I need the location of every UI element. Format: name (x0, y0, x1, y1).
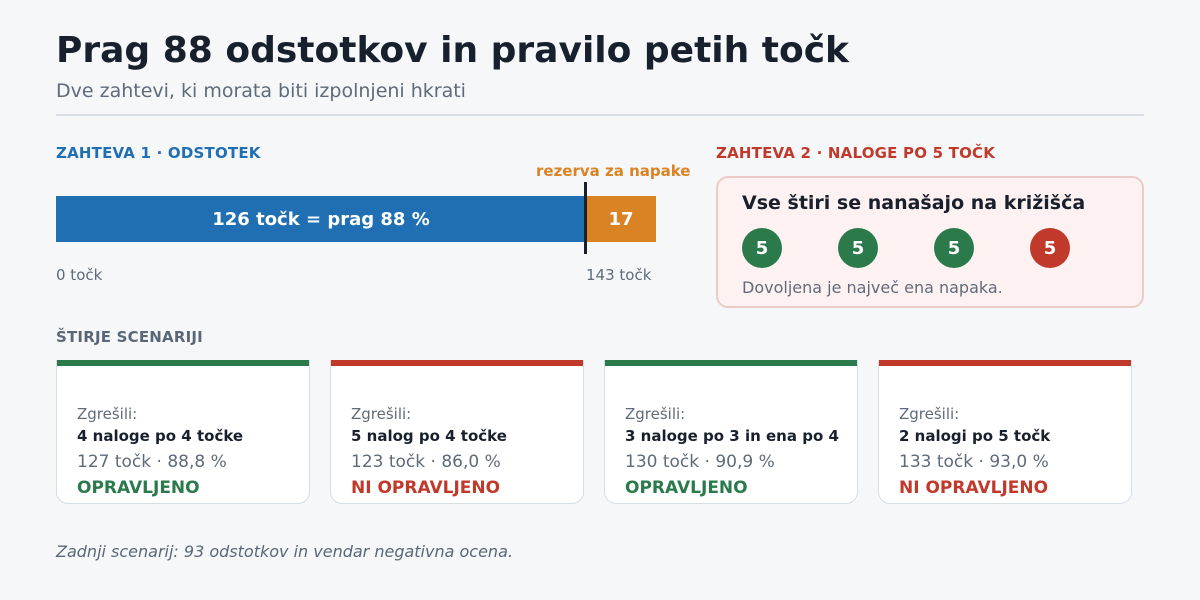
scenario-card-3: Zgrešili: 3 naloge po 3 in ena po 4 130 … (604, 360, 858, 504)
reserve-bar-value: 17 (608, 208, 634, 230)
scenario-missed-label: Zgrešili: (351, 405, 412, 423)
task-circle-3: 5 (934, 228, 974, 268)
requirement2-title: Vse štiri se nanašajo na križišča (742, 192, 1086, 214)
scenario-stripe (879, 360, 1131, 366)
scenario-missed: 5 nalog po 4 točke (351, 427, 507, 445)
task-circle-3-value: 5 (947, 237, 961, 259)
task-circles: 5 5 5 5 (742, 228, 1070, 268)
scenario-stripe (57, 360, 309, 366)
scenario-verdict: OPRAVLJENO (77, 478, 200, 498)
scenario-missed: 2 nalogi po 5 točk (899, 427, 1051, 445)
page-subtitle: Dve zahtevi, ki morata biti izpolnjeni h… (56, 80, 466, 102)
scenario-stats: 123 točk · 86,0 % (351, 452, 501, 472)
threshold-bar-label: 126 točk = prag 88 % (212, 208, 430, 230)
task-circle-2-value: 5 (851, 237, 865, 259)
task-circle-1-value: 5 (755, 237, 769, 259)
requirement1-label: ZAHTEVA 1 · ODSTOTEK (56, 144, 261, 162)
threshold-marker (584, 182, 587, 254)
scenario-stats: 133 točk · 93,0 % (899, 452, 1049, 472)
task-circle-4-value: 5 (1043, 237, 1057, 259)
scenario-verdict: NI OPRAVLJENO (899, 478, 1049, 498)
scenario-missed-label: Zgrešili: (625, 405, 686, 423)
scenario-stripe (605, 360, 857, 366)
requirement2-panel: Vse štiri se nanašajo na križišča 5 5 5 … (716, 176, 1144, 308)
requirement2-label: ZAHTEVA 2 · NALOGE PO 5 TOČK (716, 144, 996, 162)
reserve-label: rezerva za napake (536, 162, 691, 180)
axis-end-label: 143 točk (586, 266, 652, 284)
page-title: Prag 88 odstotkov in pravilo petih točk (56, 30, 850, 71)
scenario-missed-label: Zgrešili: (899, 405, 960, 423)
scenario-stats: 130 točk · 90,9 % (625, 452, 775, 472)
scenario-verdict: NI OPRAVLJENO (351, 478, 501, 498)
scenario-card-4: Zgrešili: 2 nalogi po 5 točk 133 točk · … (878, 360, 1132, 504)
footer-note: Zadnji scenarij: 93 odstotkov in vendar … (56, 542, 513, 561)
task-circle-1: 5 (742, 228, 782, 268)
axis-start-label: 0 točk (56, 266, 103, 284)
scenario-stats: 127 točk · 88,8 % (77, 452, 227, 472)
requirement2-note: Dovoljena je največ ena napaka. (742, 278, 1003, 297)
scenarios-label: ŠTIRJE SCENARIJI (56, 328, 203, 346)
scenario-missed-label: Zgrešili: (77, 405, 138, 423)
scenario-cards: Zgrešili: 4 naloge po 4 točke 127 točk ·… (56, 360, 1132, 504)
scenario-stripe (331, 360, 583, 366)
scenario-card-2: Zgrešili: 5 nalog po 4 točke 123 točk · … (330, 360, 584, 504)
scenario-missed: 3 naloge po 3 in ena po 4 (625, 427, 839, 445)
reserve-bar: 17 (586, 196, 656, 242)
task-circle-2: 5 (838, 228, 878, 268)
header-divider (56, 114, 1144, 116)
threshold-bar: 126 točk = prag 88 % (56, 196, 586, 242)
scenario-card-1: Zgrešili: 4 naloge po 4 točke 127 točk ·… (56, 360, 310, 504)
task-circle-4: 5 (1030, 228, 1070, 268)
scenario-missed: 4 naloge po 4 točke (77, 427, 244, 445)
scenario-verdict: OPRAVLJENO (625, 478, 748, 498)
